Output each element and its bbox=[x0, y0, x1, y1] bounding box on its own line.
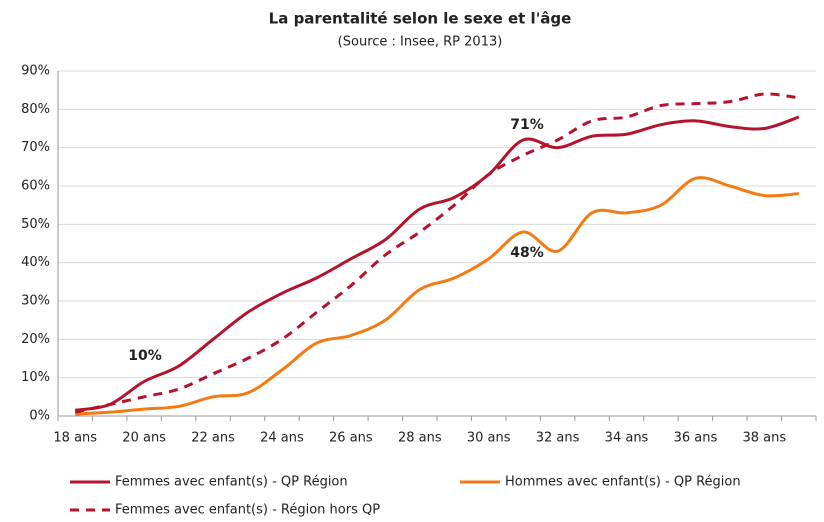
x-tick-label: 34 ans bbox=[605, 431, 649, 446]
x-tick-label: 30 ans bbox=[467, 431, 511, 446]
legend-label: Femmes avec enfant(s) - Région hors QP bbox=[115, 503, 380, 518]
x-tick-label: 24 ans bbox=[260, 431, 304, 446]
x-tick-label: 32 ans bbox=[536, 431, 580, 446]
x-tick-label: 18 ans bbox=[53, 431, 97, 446]
x-tick-label: 38 ans bbox=[742, 431, 786, 446]
chart-subtitle: (Source : Insee, RP 2013) bbox=[338, 35, 503, 50]
y-tick-label: 70% bbox=[21, 140, 50, 155]
line-series bbox=[75, 176, 799, 416]
x-tick-label: 26 ans bbox=[329, 431, 373, 446]
legend-label: Femmes avec enfant(s) - QP Région bbox=[115, 475, 348, 490]
line-series bbox=[74, 115, 800, 412]
y-tick-label: 10% bbox=[21, 370, 50, 385]
y-tick-label: 80% bbox=[21, 102, 50, 117]
x-tick-label: 28 ans bbox=[398, 431, 442, 446]
chart-title: La parentalité selon le sexe et l'âge bbox=[269, 10, 572, 28]
annotation: 10% bbox=[128, 348, 162, 364]
y-tick-label: 30% bbox=[21, 294, 50, 309]
y-tick-label: 50% bbox=[21, 217, 50, 232]
y-tick-label: 40% bbox=[21, 255, 50, 270]
annotation: 48% bbox=[510, 245, 544, 261]
annotation: 71% bbox=[510, 117, 544, 133]
x-tick-label: 20 ans bbox=[122, 431, 166, 446]
y-tick-label: 90% bbox=[21, 64, 50, 79]
x-tick-label: 22 ans bbox=[191, 431, 235, 446]
line-series bbox=[74, 92, 799, 414]
x-tick-label: 36 ans bbox=[674, 431, 718, 446]
legend-label: Hommes avec enfant(s) - QP Région bbox=[505, 475, 741, 490]
y-tick-label: 20% bbox=[21, 332, 50, 347]
y-tick-label: 0% bbox=[29, 409, 50, 424]
y-tick-label: 60% bbox=[21, 179, 50, 194]
